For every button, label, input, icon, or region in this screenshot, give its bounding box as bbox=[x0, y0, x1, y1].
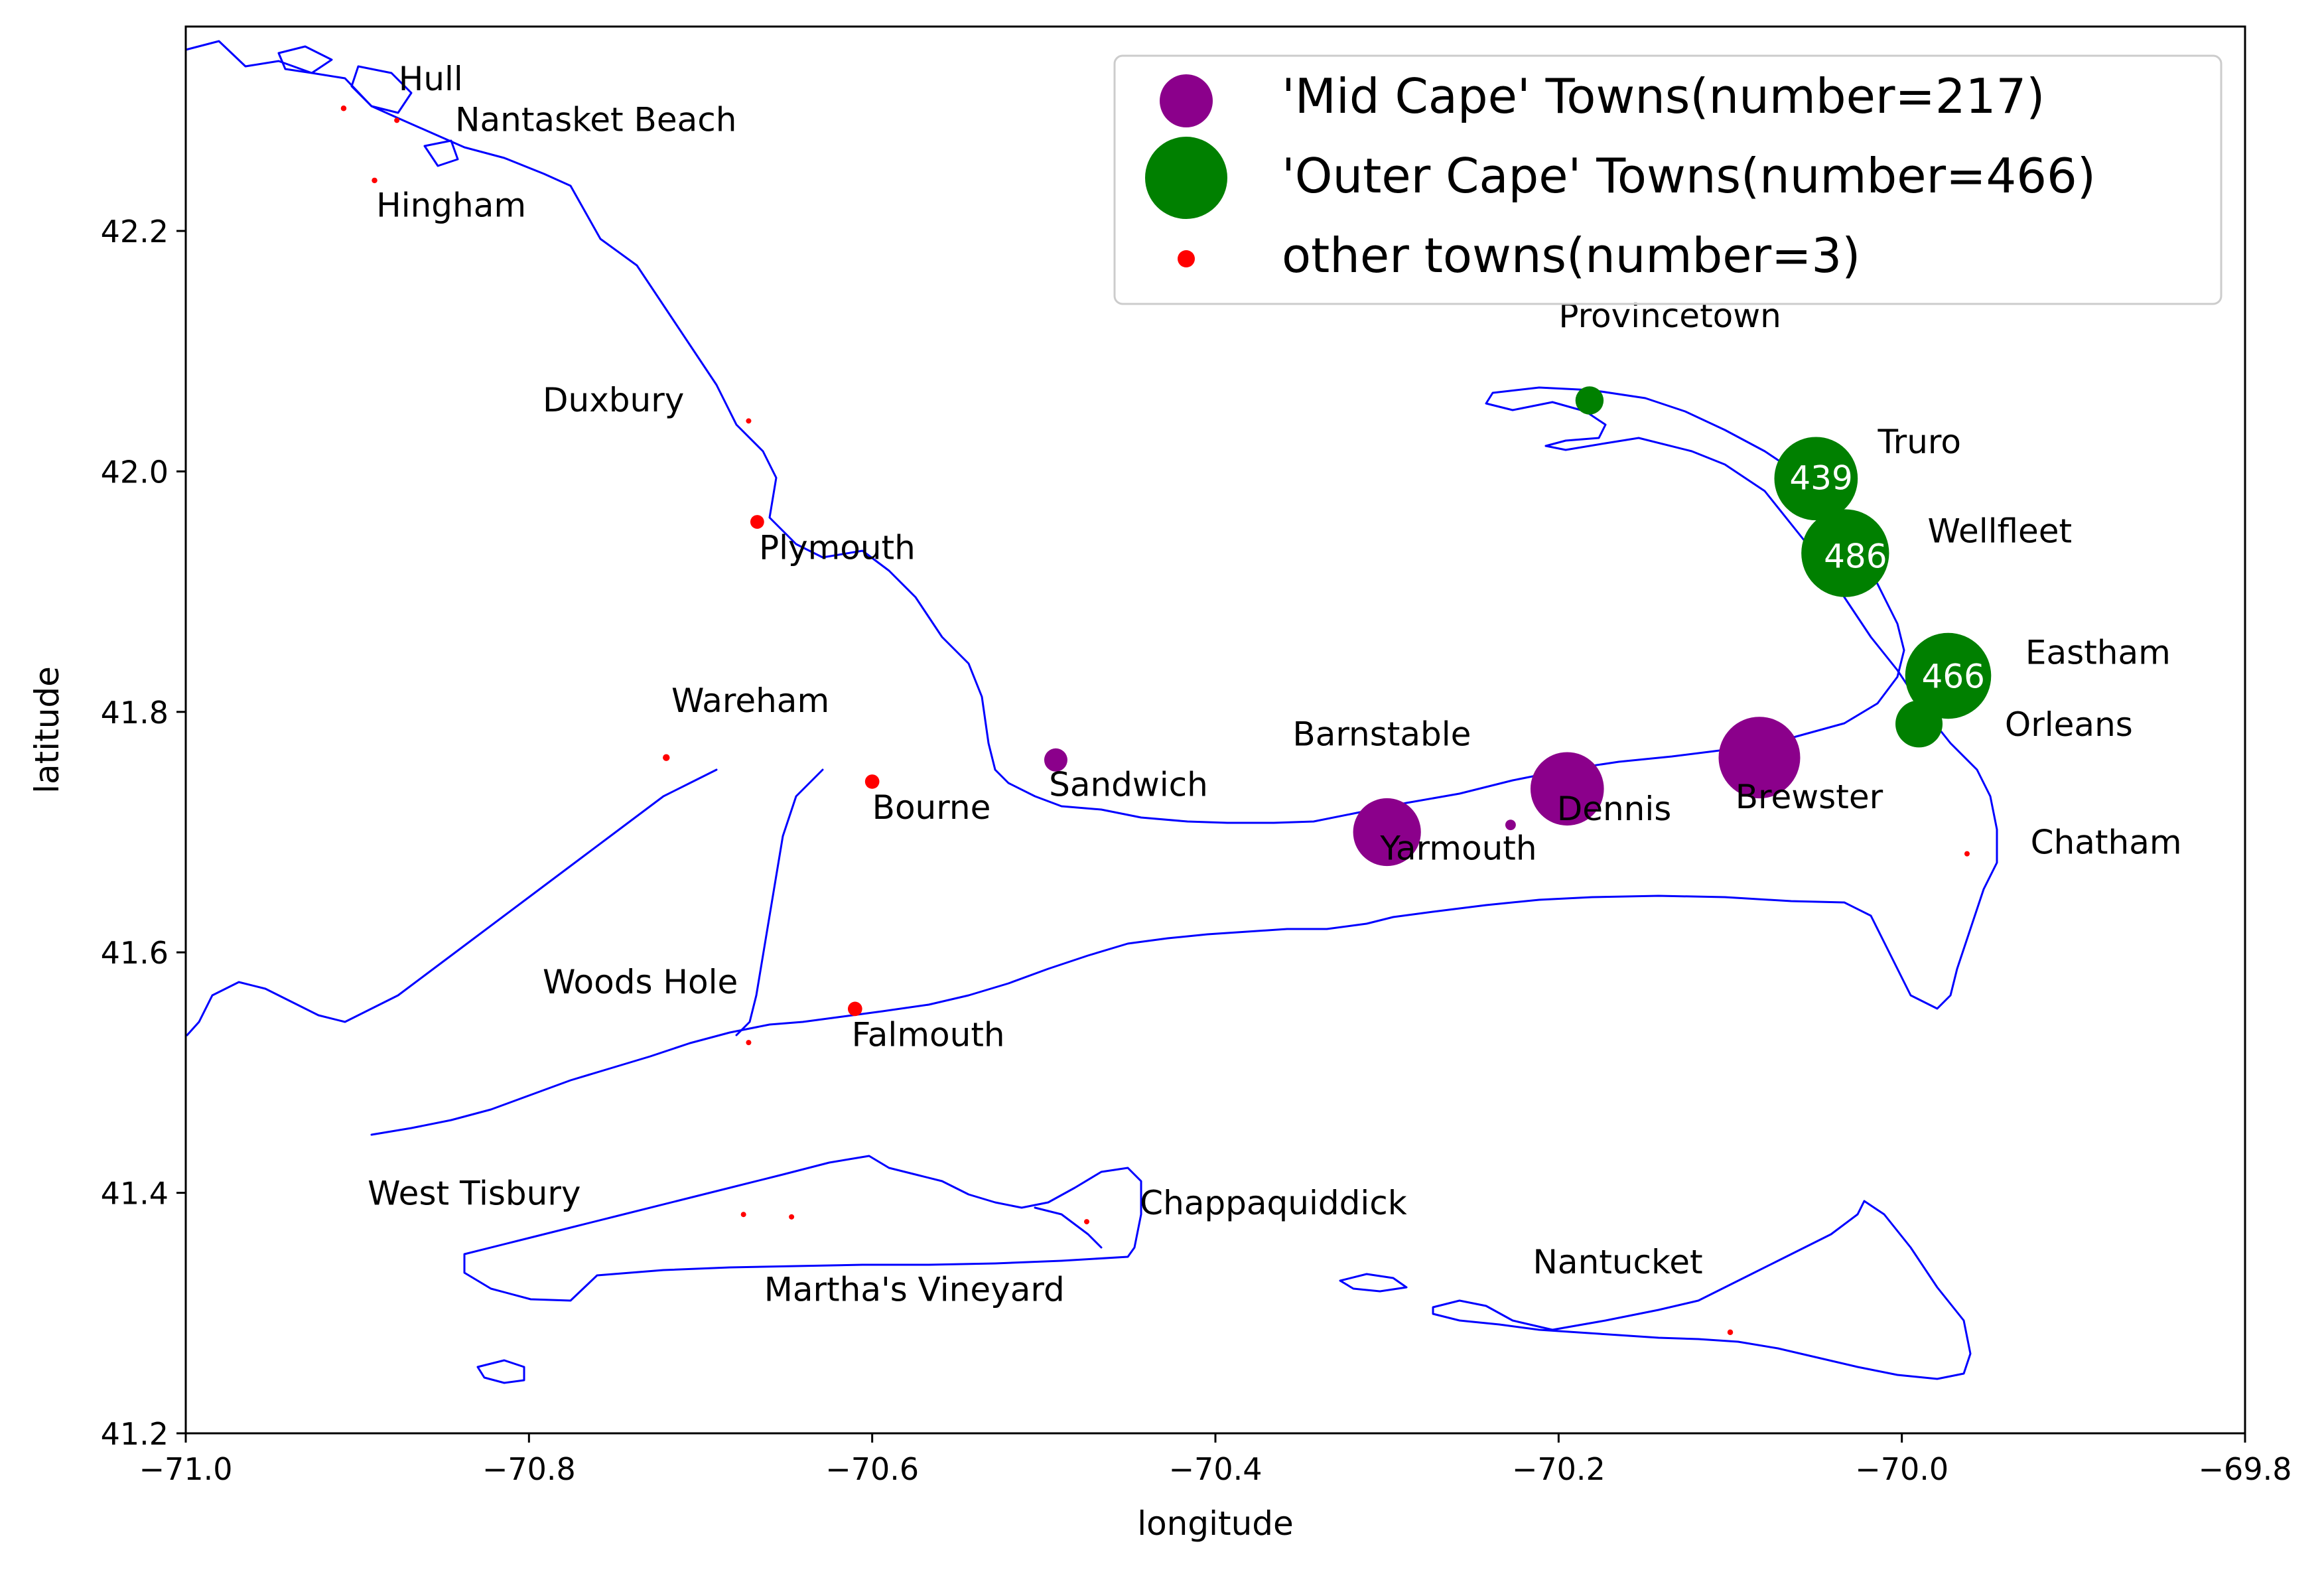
coastline-segment bbox=[1339, 1273, 1408, 1293]
other-town-point bbox=[746, 1040, 752, 1046]
x-tick-label: −69.8 bbox=[2199, 1451, 2292, 1487]
town-label: Duxbury bbox=[543, 381, 684, 419]
town-label: Martha's Vineyard bbox=[764, 1271, 1065, 1309]
legend-label-mid: 'Mid Cape' Towns(number=217) bbox=[1282, 68, 2045, 124]
town-label: West Tisbury bbox=[368, 1175, 581, 1213]
coastline-segment bbox=[370, 437, 1998, 1136]
mid-town-point bbox=[1044, 748, 1067, 772]
bubble-value-label: 486 bbox=[1824, 537, 1887, 575]
coastline-segment bbox=[1034, 1206, 1103, 1249]
town-label: Nantasket Beach bbox=[455, 101, 736, 139]
bubble-value-label: 466 bbox=[1922, 657, 1985, 695]
town-label: Bourne bbox=[872, 788, 991, 827]
town-label: Hingham bbox=[376, 186, 526, 224]
bubble-value-labels: 439 486 466 bbox=[1789, 459, 1985, 695]
coastline-segment bbox=[735, 768, 824, 1036]
coastline bbox=[184, 40, 1998, 1384]
other-town-point bbox=[1084, 1219, 1089, 1225]
town-label: Brewster bbox=[1736, 778, 1883, 816]
x-axis-ticks: −71.0 −70.8 −70.6 −70.4 −70.2 −70.0 −69.8 bbox=[139, 1433, 2292, 1487]
y-tick-label: 41.8 bbox=[101, 695, 169, 731]
town-points bbox=[340, 105, 1992, 1336]
other-town-point bbox=[789, 1214, 795, 1220]
legend-marker-other bbox=[1178, 250, 1195, 267]
town-label: Dennis bbox=[1557, 790, 1672, 828]
x-tick-label: −70.2 bbox=[1512, 1451, 1606, 1487]
coastline-segment bbox=[423, 139, 459, 167]
town-label: Barnstable bbox=[1292, 715, 1471, 754]
other-town-point bbox=[1727, 1329, 1734, 1336]
other-town-point bbox=[864, 774, 880, 789]
y-tick-label: 41.2 bbox=[101, 1416, 169, 1452]
x-tick-label: −70.6 bbox=[825, 1451, 919, 1487]
bubble-value-label: 439 bbox=[1789, 459, 1852, 497]
mid-town-point bbox=[1530, 752, 1604, 826]
outer-town-point bbox=[1774, 437, 1858, 521]
other-town-point bbox=[340, 105, 347, 111]
town-label: Sandwich bbox=[1049, 766, 1208, 804]
x-tick-label: −70.0 bbox=[1855, 1451, 1948, 1487]
town-label: Eastham bbox=[2025, 633, 2171, 672]
town-label: Hull bbox=[399, 60, 463, 98]
town-label: Truro bbox=[1877, 423, 1961, 461]
legend-marker-mid bbox=[1160, 74, 1213, 127]
mid-town-point bbox=[1718, 717, 1801, 799]
other-town-point bbox=[663, 754, 670, 761]
town-label: Chatham bbox=[2031, 823, 2182, 862]
x-tick-label: −71.0 bbox=[139, 1451, 233, 1487]
legend: 'Mid Cape' Towns(number=217) 'Outer Cape… bbox=[1113, 54, 2222, 305]
coastline-segment bbox=[186, 768, 718, 1036]
y-tick-label: 41.4 bbox=[101, 1176, 169, 1212]
town-label: Wellfleet bbox=[1927, 512, 2072, 550]
outer-town-point bbox=[1905, 632, 1992, 719]
x-tick-label: −70.4 bbox=[1169, 1451, 1263, 1487]
legend-label-outer: 'Outer Cape' Towns(number=466) bbox=[1282, 148, 2096, 204]
town-label: Orleans bbox=[2005, 705, 2133, 744]
outer-town-point bbox=[1895, 700, 1943, 748]
legend-marker-outer bbox=[1145, 137, 1227, 219]
mid-town-point bbox=[1353, 798, 1421, 867]
coastline-segment bbox=[277, 45, 333, 74]
town-label: Chappaquiddick bbox=[1140, 1184, 1407, 1222]
town-label: Yarmouth bbox=[1379, 829, 1537, 868]
other-town-point bbox=[746, 418, 752, 424]
coastline-segment bbox=[476, 1359, 525, 1384]
other-town-point bbox=[750, 515, 764, 529]
coastline-segment bbox=[463, 1155, 1142, 1302]
town-label: Falmouth bbox=[852, 1016, 1005, 1054]
outer-town-point bbox=[1801, 509, 1889, 597]
other-town-point bbox=[1964, 851, 1970, 857]
town-label: Plymouth bbox=[759, 529, 916, 567]
other-town-point bbox=[847, 1001, 862, 1017]
outer-town-point bbox=[1575, 386, 1604, 415]
coastline-segment bbox=[1432, 1200, 1972, 1380]
town-label: Nantucket bbox=[1533, 1243, 1703, 1281]
y-tick-label: 41.6 bbox=[101, 935, 169, 971]
legend-label-other: other towns(number=3) bbox=[1282, 228, 1860, 283]
coastline-segment bbox=[184, 40, 1905, 824]
legend-box bbox=[1113, 54, 2222, 305]
y-tick-label: 42.2 bbox=[101, 214, 169, 250]
coastline-segment bbox=[350, 65, 413, 114]
y-tick-label: 42.0 bbox=[101, 454, 169, 490]
x-tick-label: −70.8 bbox=[482, 1451, 576, 1487]
mid-town-point bbox=[1505, 820, 1516, 831]
other-town-point bbox=[740, 1212, 746, 1218]
y-axis-label: latitude bbox=[28, 666, 66, 794]
town-label: Wareham bbox=[671, 681, 829, 720]
other-town-point bbox=[372, 177, 377, 184]
y-axis-ticks: 41.2 41.4 41.6 41.8 42.0 42.2 bbox=[101, 214, 186, 1452]
other-town-point bbox=[394, 117, 400, 123]
town-label: Woods Hole bbox=[543, 963, 738, 1001]
x-axis-label: longitude bbox=[1137, 1504, 1294, 1543]
